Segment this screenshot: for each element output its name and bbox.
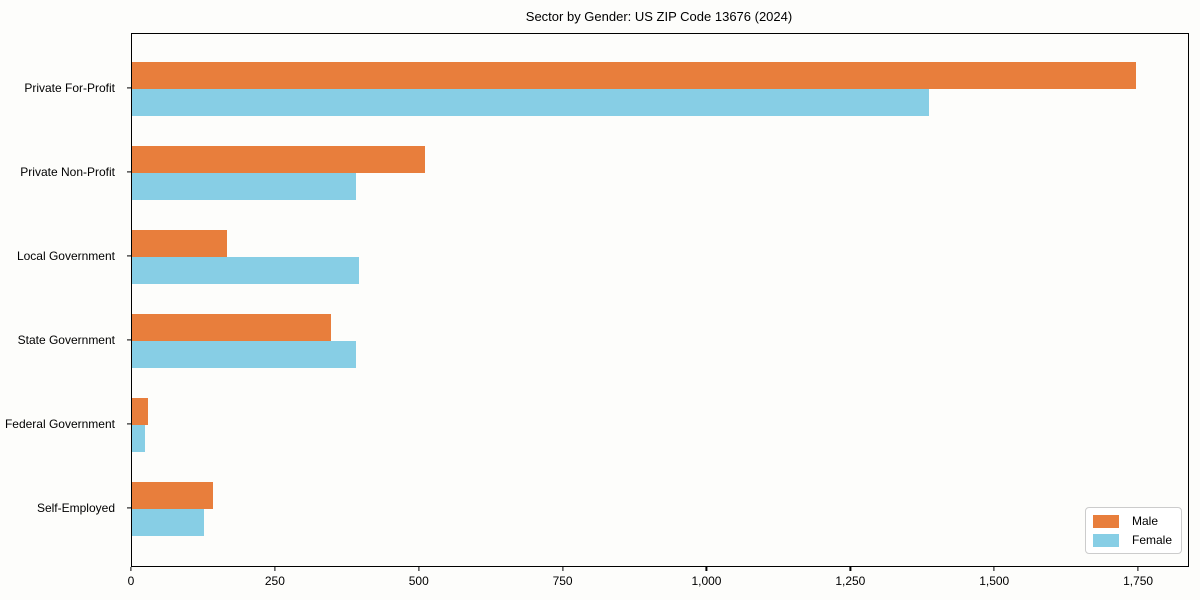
- bar-female-5: [132, 425, 146, 452]
- bar-male-1: [132, 62, 1137, 89]
- y-axis-label: Private For-Profit: [24, 81, 115, 95]
- legend-item-male: Male: [1092, 514, 1172, 528]
- bar-female-3: [132, 257, 360, 284]
- bar-male-2: [132, 146, 426, 173]
- y-tick-mark: [127, 423, 131, 425]
- legend-label-female: Female: [1131, 533, 1172, 547]
- x-axis: 0 250 500 750 1,000 1,250 1,500 1,750: [127, 566, 1187, 597]
- y-tick-mark: [127, 255, 131, 257]
- x-tick-mark: [274, 566, 276, 571]
- x-tick-label: 0: [127, 573, 135, 588]
- legend-swatch-female-icon: [1092, 533, 1119, 547]
- y-axis-label: Local Government: [16, 249, 115, 263]
- x-tick-label: 1,000: [691, 573, 722, 588]
- x-tick-label: 1,250: [835, 573, 866, 588]
- x-tick-label: 750: [552, 573, 573, 588]
- bar-female-6: [132, 509, 204, 536]
- x-tick-label: 250: [264, 573, 285, 588]
- y-axis-label: State Government: [17, 333, 115, 347]
- bar-female-2: [132, 173, 357, 200]
- x-tick-label: 500: [408, 573, 429, 588]
- x-tick-label: 1,750: [1123, 573, 1154, 588]
- bar-male-6: [132, 482, 213, 509]
- bar-male-5: [132, 398, 149, 425]
- y-axis-labels: Private For-Profit Private Non-Profit Loca…: [0, 33, 123, 565]
- x-tick-label: 1,500: [979, 573, 1010, 588]
- y-axis-label: Private Non-Profit: [20, 165, 115, 179]
- bar-female-1: [132, 89, 930, 116]
- y-axis-label: Self-Employed: [36, 501, 115, 515]
- plot-area: Male Female: [131, 33, 1189, 567]
- x-tick-mark: [705, 566, 708, 571]
- x-tick-mark: [562, 566, 564, 571]
- legend-label-male: Male: [1131, 514, 1158, 528]
- bar-female-4: [132, 341, 357, 368]
- y-axis-label: Federal Government: [4, 417, 115, 431]
- x-tick-mark: [849, 566, 851, 571]
- y-tick-mark: [127, 171, 131, 173]
- legend-item-female: Female: [1092, 533, 1172, 547]
- bar-male-3: [132, 230, 227, 257]
- bar-male-4: [132, 314, 331, 341]
- y-tick-mark: [127, 507, 131, 509]
- legend: Male Female: [1084, 507, 1182, 554]
- x-tick-mark: [1137, 566, 1139, 571]
- legend-swatch-male-icon: [1092, 514, 1119, 528]
- x-tick-mark: [418, 566, 420, 571]
- y-tick-mark: [127, 87, 131, 89]
- chart-title: Sector by Gender: US ZIP Code 13676 (202…: [525, 9, 793, 24]
- x-tick-mark: [993, 566, 995, 571]
- y-tick-mark: [127, 339, 131, 341]
- x-tick-mark: [130, 566, 132, 571]
